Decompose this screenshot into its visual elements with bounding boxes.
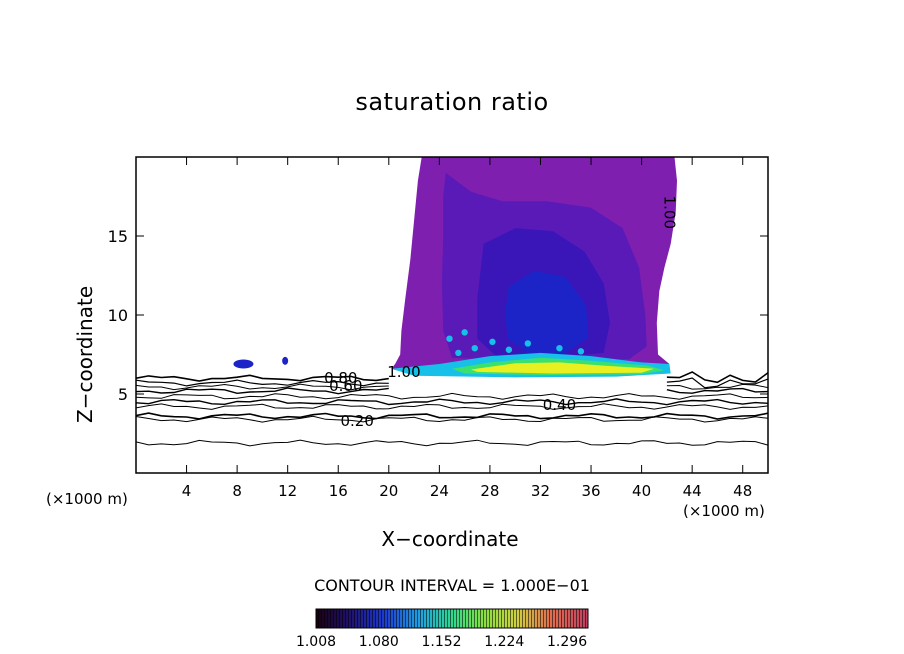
contour-line — [136, 374, 389, 382]
colorbar-tick-label: 1.224 — [484, 634, 524, 650]
y-tick-label: 15 — [108, 227, 128, 246]
speckle — [461, 329, 468, 336]
isolated-cell — [282, 356, 289, 365]
chart-title: saturation ratio — [355, 88, 549, 116]
x-tick-label: 16 — [329, 482, 348, 500]
x-tick-label: 36 — [581, 482, 600, 500]
contour-line — [136, 415, 768, 423]
contour-line — [136, 398, 768, 406]
contour-line — [136, 392, 768, 400]
y-axis-label: Z−coordinate — [73, 285, 97, 423]
colorbar-tick-labels: 1.008 1.080 1.152 1.224 1.296 — [296, 634, 587, 650]
speckle — [455, 349, 462, 357]
x-tick-label: 28 — [480, 482, 499, 500]
contour-line — [136, 403, 768, 410]
contour-interval-note: CONTOUR INTERVAL = 1.000E−01 — [314, 576, 590, 595]
contour-line — [666, 371, 768, 384]
speckle — [446, 335, 453, 342]
contour-line — [666, 383, 768, 390]
speckle — [471, 344, 478, 352]
x-tick-label: 48 — [733, 482, 752, 500]
contour-line — [136, 387, 389, 395]
contour-label: 1.00 — [387, 363, 420, 381]
speckle — [505, 346, 513, 353]
speckle — [556, 344, 563, 352]
x-tick-label: 32 — [531, 482, 550, 500]
contour-line — [136, 383, 389, 391]
isolated-cell — [233, 359, 254, 369]
y-tick-label: 5 — [118, 385, 128, 404]
x-tick-label: 24 — [430, 482, 449, 500]
x-tick-label: 20 — [379, 482, 398, 500]
contour-label: 0.60 — [329, 377, 362, 395]
x-tick-label: 40 — [632, 482, 651, 500]
colorbar — [315, 608, 589, 629]
contour-label: 0.20 — [340, 412, 373, 430]
speckle — [524, 340, 532, 347]
contour-labels: 0.800.60 1.00 0.40 0.20 1.00 — [324, 196, 678, 430]
x-unit-label-right: (×1000 m) — [683, 502, 765, 520]
contour-line — [136, 379, 389, 387]
contour-lines — [136, 371, 768, 447]
plume-field — [233, 157, 677, 378]
contour-label: 1.00 — [660, 196, 678, 229]
contour-line — [136, 412, 768, 420]
contour-label: 0.80 — [324, 369, 357, 387]
x-tick-label: 8 — [232, 482, 242, 500]
speckle — [489, 338, 496, 346]
x-unit-label-left: (×1000 m) — [46, 490, 128, 508]
x-tick-label: 12 — [278, 482, 297, 500]
colorbar-tick-label: 1.080 — [359, 634, 399, 650]
contour-line — [666, 387, 768, 394]
contour-line — [136, 439, 768, 447]
x-axis-label: X−coordinate — [381, 527, 519, 551]
colorbar-tick-label: 1.008 — [296, 634, 336, 650]
x-tick-label: 4 — [182, 482, 192, 500]
x-tick-label: 44 — [683, 482, 702, 500]
colorbar-tick-label: 1.152 — [421, 634, 461, 650]
speckle — [577, 348, 585, 355]
y-tick-label: 10 — [108, 306, 128, 325]
contour-line — [666, 377, 768, 389]
cloud-base-band-3 — [471, 362, 655, 374]
contour-label: 0.40 — [543, 396, 576, 414]
colorbar-tick-label: 1.296 — [547, 634, 587, 650]
plume-core-3 — [505, 270, 589, 353]
